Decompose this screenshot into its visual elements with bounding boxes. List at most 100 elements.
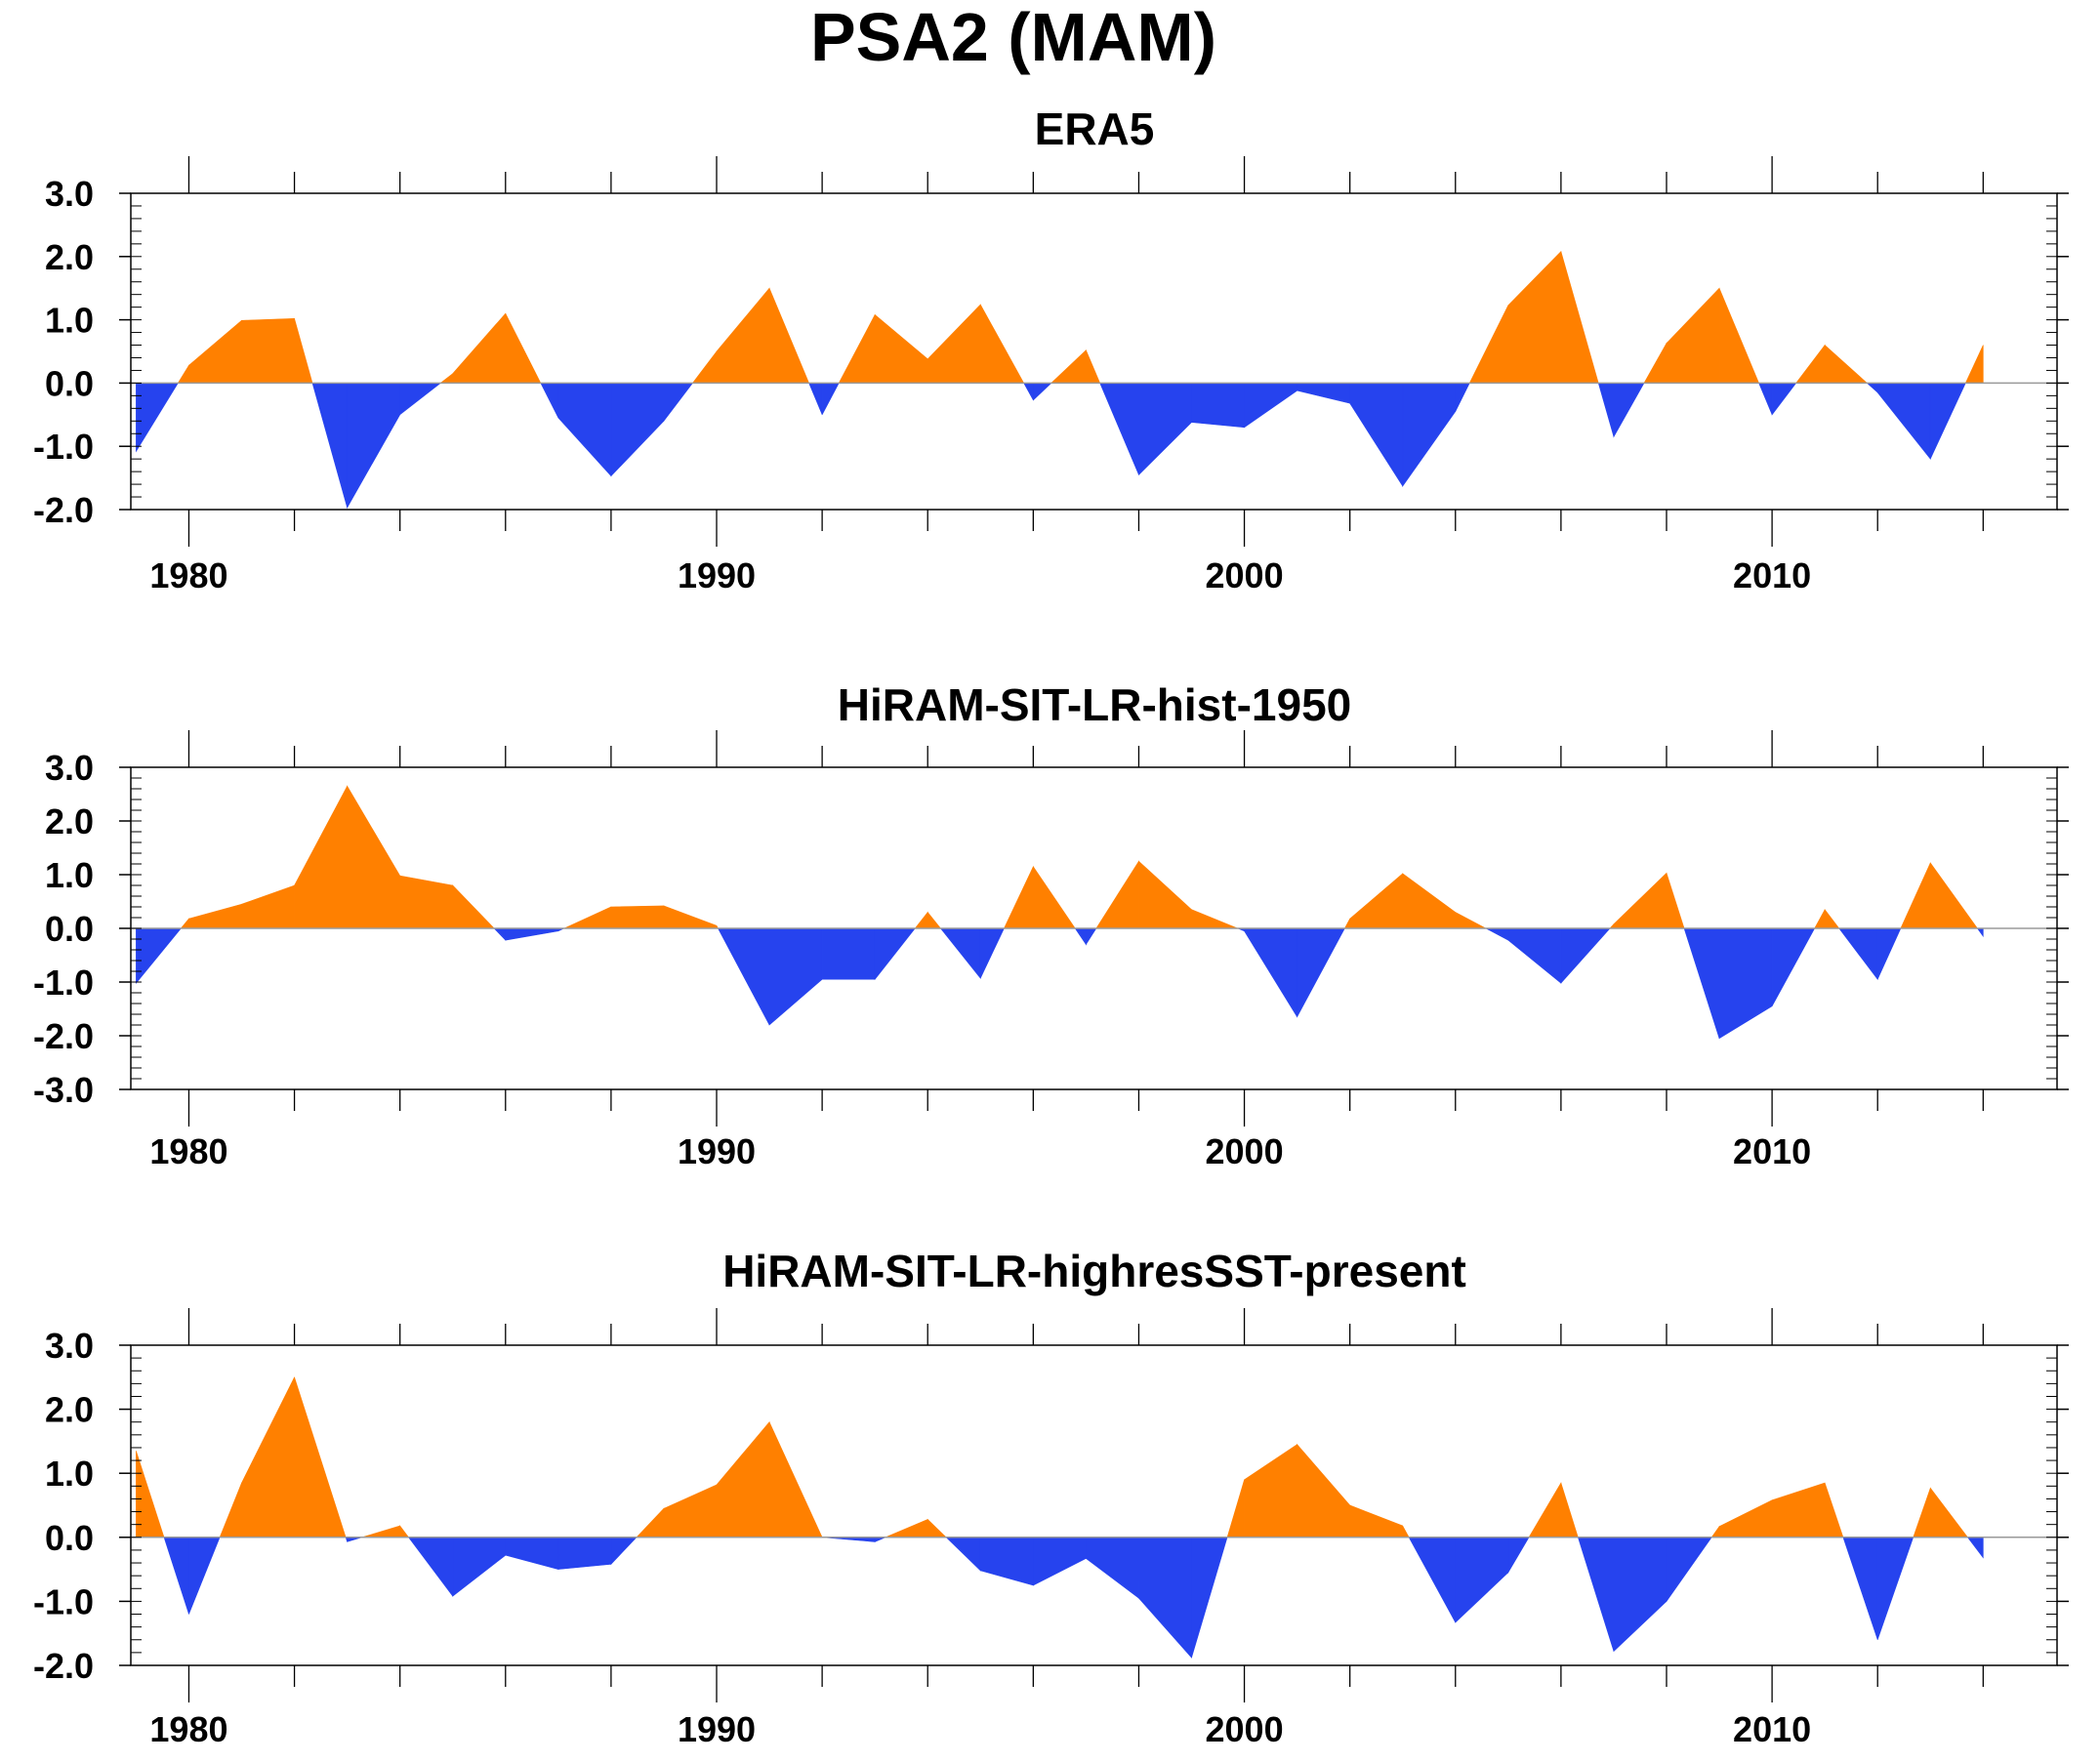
y-tick-label: 1.0 — [45, 855, 94, 895]
negative-anomaly-area — [1297, 383, 1350, 403]
negative-anomaly-area — [558, 383, 611, 475]
positive-anomaly-area — [1192, 910, 1238, 928]
positive-anomaly-area — [453, 313, 506, 383]
y-tick-label: 1.0 — [45, 301, 94, 341]
positive-anomaly-area — [664, 1485, 717, 1538]
positive-anomaly-area — [927, 1519, 946, 1537]
positive-anomaly-area — [178, 365, 188, 383]
negative-anomaly-area — [946, 1538, 980, 1571]
x-tick-label: 1980 — [149, 1709, 227, 1749]
positive-anomaly-area — [637, 1508, 664, 1538]
negative-anomaly-area — [980, 928, 1004, 978]
y-tick-label: 3.0 — [45, 748, 94, 788]
positive-anomaly-area — [1901, 863, 1930, 928]
negative-anomaly-area — [809, 383, 823, 414]
negative-anomaly-area — [348, 383, 400, 508]
positive-anomaly-area — [242, 885, 295, 928]
positive-anomaly-area — [362, 1526, 400, 1538]
negative-anomaly-area — [506, 928, 558, 940]
positive-anomaly-area — [1914, 1488, 1931, 1538]
positive-anomaly-area — [664, 906, 717, 928]
positive-anomaly-area — [1350, 1505, 1403, 1538]
negative-anomaly-area — [1075, 928, 1086, 945]
x-tick-label: 1990 — [678, 1709, 756, 1749]
x-tick-label: 2010 — [1733, 1131, 1811, 1171]
positive-anomaly-area — [717, 1422, 769, 1538]
positive-anomaly-area — [1245, 1445, 1297, 1538]
positive-anomaly-area — [927, 305, 980, 383]
x-tick-label: 1980 — [149, 555, 227, 595]
positive-anomaly-area — [1004, 867, 1033, 928]
positive-anomaly-area — [295, 786, 348, 928]
negative-anomaly-area — [1684, 928, 1719, 1039]
positive-anomaly-area — [1508, 252, 1561, 384]
panel-title: HiRAM-SIT-LR-hist-1950 — [838, 679, 1351, 730]
positive-anomaly-area — [1469, 306, 1508, 384]
positive-anomaly-area — [1297, 1445, 1350, 1538]
negative-anomaly-area — [940, 928, 980, 978]
negative-anomaly-area — [1024, 383, 1034, 399]
positive-anomaly-area — [915, 913, 927, 929]
negative-anomaly-area — [1977, 928, 1983, 936]
negative-anomaly-area — [1877, 383, 1930, 459]
positive-anomaly-area — [181, 919, 188, 928]
negative-anomaly-area — [1456, 383, 1469, 411]
negative-anomaly-area — [1086, 928, 1095, 945]
positive-anomaly-area — [1614, 873, 1667, 928]
negative-anomaly-area — [506, 1538, 558, 1570]
positive-anomaly-area — [295, 1377, 347, 1538]
positive-anomaly-area — [839, 314, 875, 383]
negative-anomaly-area — [611, 383, 664, 475]
positive-anomaly-area — [1825, 1483, 1843, 1538]
positive-anomaly-area — [400, 876, 453, 928]
positive-anomaly-area — [927, 913, 940, 929]
negative-anomaly-area — [980, 1538, 1033, 1585]
positive-anomaly-area — [188, 904, 241, 928]
negative-anomaly-area — [822, 928, 875, 979]
negative-anomaly-area — [1409, 1538, 1456, 1622]
y-tick-label: -1.0 — [33, 427, 94, 467]
positive-anomaly-area — [1403, 1526, 1409, 1538]
positive-anomaly-area — [1051, 350, 1087, 384]
negative-anomaly-area — [164, 1538, 188, 1615]
negative-anomaly-area — [494, 928, 506, 940]
negative-anomaly-area — [1667, 1538, 1711, 1602]
positive-anomaly-area — [980, 305, 1023, 383]
x-tick-label: 1990 — [678, 555, 756, 595]
negative-anomaly-area — [1967, 1538, 1983, 1558]
negative-anomaly-area — [1772, 928, 1815, 1006]
negative-anomaly-area — [1033, 1538, 1086, 1585]
negative-anomaly-area — [611, 1538, 637, 1565]
negative-anomaly-area — [136, 383, 178, 451]
negative-anomaly-area — [1614, 1538, 1667, 1652]
negative-anomaly-area — [1719, 928, 1772, 1039]
positive-anomaly-area — [188, 320, 241, 383]
panel-highressst-present: 3.0 2.0 1.0 0.0 -1.0 -2.0 1980 1990 2000 2010 HiRA… — [33, 1246, 2069, 1749]
negative-anomaly-area — [1877, 928, 1901, 979]
positive-anomaly-area — [769, 1422, 822, 1538]
positive-anomaly-area — [1096, 861, 1139, 928]
positive-anomaly-area — [1930, 1488, 1967, 1538]
positive-anomaly-area — [1033, 867, 1075, 928]
negative-anomaly-area — [1245, 928, 1297, 1017]
positive-anomaly-area — [1403, 874, 1456, 928]
negative-anomaly-area — [1930, 383, 1965, 459]
y-tick-label: 0.0 — [45, 909, 94, 949]
positive-anomaly-area — [1529, 1483, 1561, 1538]
positive-anomaly-area — [1965, 346, 1983, 384]
panel-title: ERA5 — [1035, 103, 1155, 154]
negative-anomaly-area — [1138, 1538, 1191, 1658]
negative-anomaly-area — [1403, 383, 1456, 486]
negative-anomaly-area — [1839, 928, 1878, 979]
positive-anomaly-area — [692, 351, 717, 383]
negative-anomaly-area — [1508, 928, 1561, 983]
x-tick-label: 2000 — [1206, 1709, 1284, 1749]
positive-anomaly-area — [1711, 1527, 1719, 1538]
negative-anomaly-area — [453, 1538, 506, 1596]
negative-anomaly-area — [1192, 1538, 1228, 1658]
negative-anomaly-area — [1245, 383, 1297, 427]
positive-anomaly-area — [875, 314, 927, 383]
negative-anomaly-area — [1086, 1538, 1138, 1598]
positive-anomaly-area — [1719, 1500, 1772, 1538]
negative-anomaly-area — [1508, 1538, 1529, 1573]
